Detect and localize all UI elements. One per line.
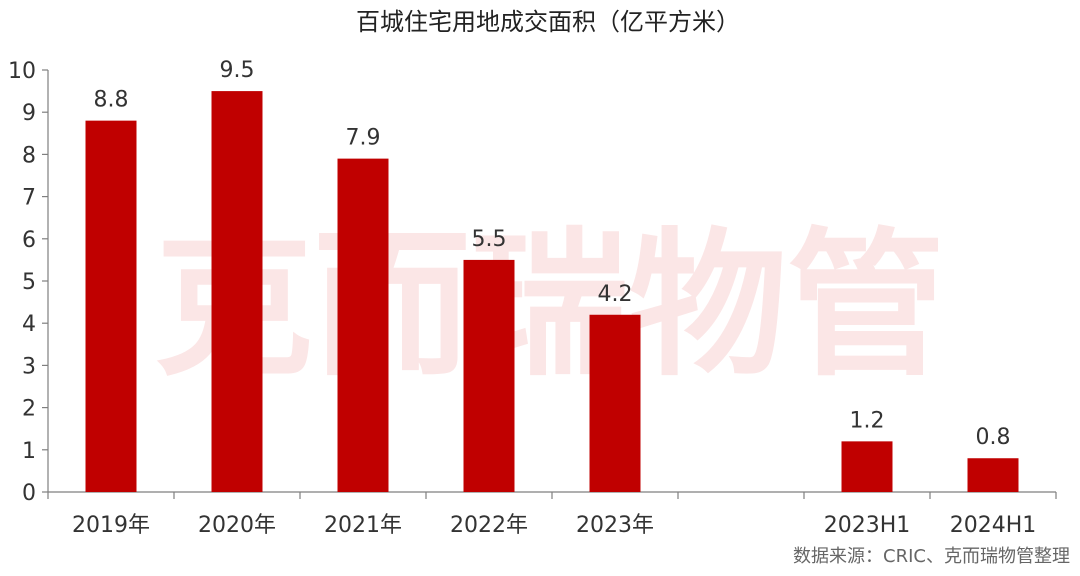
y-tick-label: 5 bbox=[22, 270, 36, 295]
chart-title: 百城住宅用地成交面积（亿平方米） bbox=[356, 8, 740, 36]
data-labels: 8.8 9.5 7.9 5.5 4.2 1.2 0.8 bbox=[94, 58, 1011, 450]
source-note: 数据来源：CRIC、克而瑞物管整理 bbox=[793, 546, 1070, 567]
x-category-label: 2023H1 bbox=[824, 513, 911, 538]
y-tick-label: 6 bbox=[22, 228, 36, 253]
y-tick-label: 10 bbox=[8, 59, 36, 84]
x-category-label: 2020年 bbox=[198, 513, 276, 538]
y-tick-label: 0 bbox=[22, 481, 36, 506]
bar bbox=[85, 120, 137, 492]
x-category-label: 2024H1 bbox=[950, 513, 1037, 538]
y-tick-label: 7 bbox=[22, 186, 36, 211]
data-label: 7.9 bbox=[346, 126, 381, 151]
data-label: 1.2 bbox=[850, 408, 885, 433]
y-tick-label: 8 bbox=[22, 143, 36, 168]
x-category-label: 2021年 bbox=[324, 513, 402, 538]
y-tick-label: 3 bbox=[22, 354, 36, 379]
bar bbox=[211, 91, 263, 492]
x-category-label: 2023年 bbox=[576, 513, 654, 538]
x-category-label: 2019年 bbox=[72, 513, 150, 538]
bars bbox=[85, 91, 1019, 492]
data-label: 0.8 bbox=[976, 425, 1011, 450]
axes: 0 1 2 3 4 5 6 7 8 9 10 2019年 2020年 2021年 2022年 2023年 202… bbox=[8, 59, 1057, 538]
bar bbox=[463, 259, 515, 492]
data-label: 5.5 bbox=[472, 227, 507, 252]
bar bbox=[337, 158, 389, 492]
y-tick-label: 4 bbox=[22, 312, 36, 337]
y-tick-label: 2 bbox=[22, 397, 36, 422]
bar bbox=[841, 441, 893, 492]
y-tick-label: 1 bbox=[22, 439, 36, 464]
x-category-label: 2022年 bbox=[450, 513, 528, 538]
data-label: 9.5 bbox=[220, 58, 255, 83]
bar bbox=[967, 458, 1019, 492]
data-label: 4.2 bbox=[598, 282, 633, 307]
y-tick-label: 9 bbox=[22, 101, 36, 126]
bar bbox=[589, 314, 641, 492]
data-label: 8.8 bbox=[94, 88, 129, 113]
watermark-text: 克而瑞物管 bbox=[155, 214, 945, 398]
